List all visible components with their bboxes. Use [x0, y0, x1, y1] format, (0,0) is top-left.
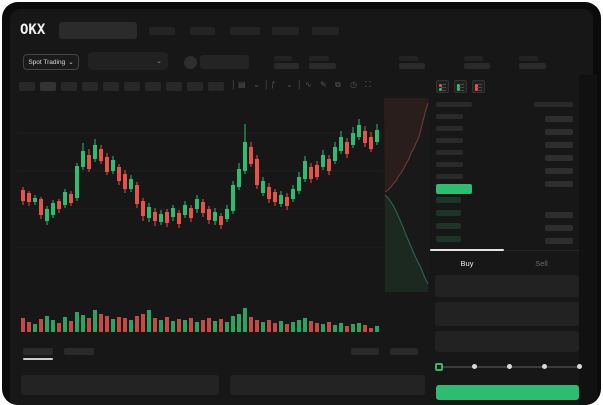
slider-dot-75[interactable] [541, 363, 547, 369]
interval-button-8[interactable] [166, 82, 182, 91]
slider-dot-100[interactable] [576, 363, 582, 369]
buy-tab-underline [430, 249, 504, 251]
nav-item-4[interactable] [272, 27, 299, 35]
ask-amount-2[interactable] [545, 129, 573, 135]
ask-price-3[interactable] [436, 138, 463, 143]
last-price-badge [436, 184, 472, 194]
nav-item-1[interactable] [149, 27, 175, 35]
tab-sell[interactable]: Sell [535, 259, 548, 268]
bid-amount-1[interactable] [545, 212, 573, 218]
stat-value-4 [464, 63, 490, 69]
chevron-down-icon: ⌄ [68, 59, 74, 66]
candlestick-chart[interactable] [10, 9, 597, 405]
stat-label-4 [464, 56, 483, 61]
order-input-2[interactable] [435, 302, 579, 326]
bottom-action-1[interactable] [351, 348, 379, 355]
bottom-tab-2[interactable] [64, 348, 94, 355]
ask-price-2[interactable] [436, 126, 463, 131]
tab-buy[interactable]: Buy [460, 259, 474, 268]
interval-button-6[interactable] [124, 82, 140, 91]
bid-price-2[interactable] [436, 210, 461, 216]
slider-dot-50[interactable] [506, 363, 512, 369]
divider: │ [264, 80, 269, 89]
chevron-down-icon[interactable]: ⌄ [286, 80, 293, 89]
bid-price-1[interactable] [436, 197, 461, 203]
bottom-summary-box-2 [230, 375, 425, 395]
indicator-icon[interactable]: ƒ [271, 80, 276, 89]
draw-icon[interactable]: ✎ [320, 80, 327, 89]
history-icon[interactable]: ◷ [350, 80, 357, 89]
orderbook-view-asks-icon[interactable] [472, 80, 485, 93]
interval-button-2[interactable] [40, 82, 56, 91]
ask-amount-6[interactable] [545, 181, 573, 187]
ask-amount-4[interactable] [545, 155, 573, 161]
interval-button-7[interactable] [145, 82, 161, 91]
chevron-down-icon[interactable]: ⌄ [253, 80, 260, 89]
tabbar-divider [430, 250, 579, 251]
orderbook-view-all-icon[interactable] [436, 80, 449, 93]
slider-handle[interactable] [435, 363, 443, 371]
compare-icon[interactable]: ▤ [238, 80, 246, 89]
interval-button-4[interactable] [82, 82, 98, 91]
stat-label-3 [399, 56, 418, 61]
stat-value-5 [519, 63, 546, 69]
pair-selector-dropdown[interactable]: ⌄ [88, 52, 168, 70]
trading-app: OKX Spot Trading ⌄ ⌄ │ ▤ ⌄ │ ƒ ⌄ │ ∿ ✎ ⧉ ◷ ⛶ [10, 9, 597, 405]
nav-item-3[interactable] [230, 27, 260, 35]
bottom-tab-active-underline [23, 358, 53, 360]
stat-value-2 [309, 63, 336, 69]
interval-button-10[interactable] [208, 82, 224, 91]
bid-price-3[interactable] [436, 223, 461, 229]
stat-label-1 [274, 56, 292, 61]
bottom-summary-box-1 [21, 375, 219, 395]
bid-amount-3[interactable] [545, 238, 573, 244]
search-input[interactable] [59, 22, 137, 39]
camera-icon[interactable]: ⧉ [335, 80, 341, 89]
ask-price-5[interactable] [436, 162, 463, 167]
last-price-placeholder [200, 55, 249, 69]
interval-button-1[interactable] [19, 82, 35, 91]
divider: │ [231, 80, 236, 89]
orderbook-view-bids-icon[interactable] [454, 80, 467, 93]
stat-label-2 [309, 56, 329, 61]
bottom-action-2[interactable] [390, 348, 418, 355]
stat-value-1 [274, 63, 299, 69]
line-tool-icon[interactable]: ∿ [305, 80, 312, 89]
order-input-3[interactable] [435, 331, 579, 352]
interval-button-3[interactable] [61, 82, 77, 91]
orderbook-header-left [436, 102, 472, 107]
fullscreen-icon[interactable]: ⛶ [365, 80, 371, 89]
ask-amount-1[interactable] [545, 116, 573, 122]
bid-amount-2[interactable] [545, 225, 573, 231]
stat-value-3 [399, 63, 425, 69]
slider-dot-25[interactable] [471, 363, 477, 369]
coin-icon [184, 56, 197, 69]
nav-item-2[interactable] [190, 27, 215, 35]
interval-button-9[interactable] [187, 82, 203, 91]
buy-submit-button[interactable] [436, 385, 579, 400]
ask-amount-3[interactable] [545, 142, 573, 148]
nav-item-5[interactable] [312, 27, 339, 35]
chevron-down-icon: ⌄ [156, 58, 162, 65]
ask-price-6[interactable] [436, 174, 463, 179]
ask-price-4[interactable] [436, 150, 463, 155]
order-input-1[interactable] [435, 275, 579, 297]
bottom-tab-1[interactable] [23, 348, 53, 355]
stat-label-5 [519, 56, 538, 61]
right-gutter [579, 75, 597, 405]
interval-button-5[interactable] [103, 82, 119, 91]
bid-price-4[interactable] [436, 236, 461, 242]
divider: │ [297, 80, 302, 89]
market-mode-selector[interactable]: Spot Trading ⌄ [23, 54, 79, 70]
market-mode-label: Spot Trading [28, 58, 66, 66]
okx-logo: OKX [20, 22, 46, 38]
ask-amount-5[interactable] [545, 168, 573, 174]
orderbook-header-right [534, 102, 573, 107]
ask-price-1[interactable] [436, 114, 463, 119]
